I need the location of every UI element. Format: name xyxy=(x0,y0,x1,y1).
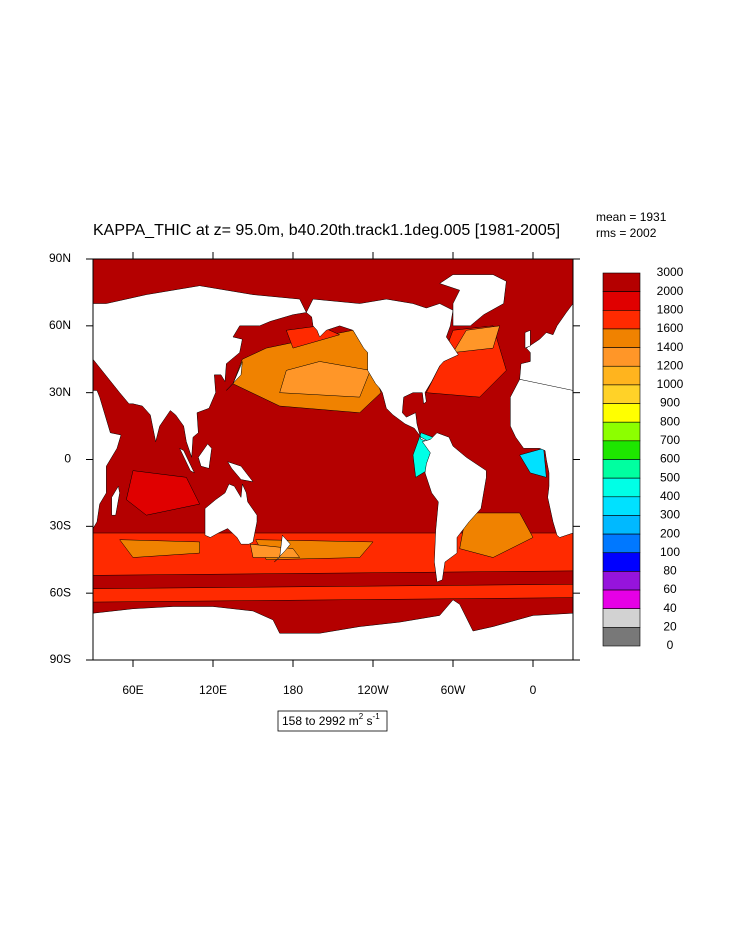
colorbar-label: 700 xyxy=(660,433,680,447)
lon-tick-label: 120E xyxy=(199,683,227,697)
land xyxy=(93,390,122,530)
land xyxy=(519,303,573,391)
lon-tick-label: 60E xyxy=(122,683,143,697)
units-sup: -1 xyxy=(373,712,381,721)
colorbar-label: 1600 xyxy=(657,321,684,335)
colorbar-box xyxy=(602,496,641,516)
colorbar-box xyxy=(602,384,641,404)
land xyxy=(227,461,254,483)
lon-tick-label: 180 xyxy=(283,683,303,697)
colorbar-box xyxy=(602,421,641,442)
field-region xyxy=(279,361,371,398)
colorbar-label: 1200 xyxy=(657,358,684,372)
units-label: 158 to 2992 m2 s-1 xyxy=(282,712,380,728)
field-region xyxy=(519,448,547,478)
lat-tick-label: 60S xyxy=(50,585,71,599)
lat-tick-label: 30N xyxy=(49,385,71,399)
colorbar-box xyxy=(602,608,641,628)
land xyxy=(93,599,573,660)
land xyxy=(198,443,212,469)
colorbar-label: 200 xyxy=(660,526,680,540)
land xyxy=(274,534,291,563)
colorbar-box xyxy=(602,552,641,572)
land xyxy=(306,298,459,442)
lat-tick-label: 90N xyxy=(49,251,71,265)
colorbar-box xyxy=(602,403,641,423)
field-region xyxy=(126,470,201,516)
colorbar-box xyxy=(602,347,641,367)
land xyxy=(439,274,507,327)
colorbar-label: 2000 xyxy=(657,284,684,298)
colorbar-label: 800 xyxy=(660,414,680,428)
colorbar-label: 1000 xyxy=(657,377,684,391)
colorbar-label: 1400 xyxy=(657,340,684,354)
units-text: s xyxy=(363,714,372,728)
colorbar-label: 1800 xyxy=(657,302,684,316)
lat-tick-label: 0 xyxy=(64,452,71,466)
colorbar-box xyxy=(602,477,641,498)
field-region xyxy=(250,543,301,558)
colorbar-label: 400 xyxy=(660,489,680,503)
colorbar-label: 60 xyxy=(663,582,677,596)
colorbar-box xyxy=(602,515,641,535)
colorbar-box xyxy=(602,328,641,348)
land xyxy=(111,485,120,516)
colorbar-label: 900 xyxy=(660,396,680,410)
lon-tick-label: 60W xyxy=(441,683,466,697)
colorbar-label: 300 xyxy=(660,508,680,522)
units-box xyxy=(277,710,388,732)
land xyxy=(179,447,195,474)
colorbar-box xyxy=(602,365,641,386)
land xyxy=(204,483,258,545)
colorbar-box xyxy=(602,272,641,292)
colorbar-label: 600 xyxy=(660,452,680,466)
map-area xyxy=(93,259,573,660)
lat-tick-label: 60N xyxy=(49,318,71,332)
land xyxy=(524,329,531,349)
field-region xyxy=(459,512,534,558)
field-region xyxy=(119,539,200,558)
colorbar-box xyxy=(602,459,641,479)
colorbar-box xyxy=(602,571,641,591)
colorbar-box xyxy=(602,440,641,460)
land xyxy=(93,285,307,458)
colorbar-box xyxy=(602,589,641,609)
land xyxy=(226,361,243,391)
colorbar-label: 20 xyxy=(663,620,677,634)
field-region xyxy=(93,584,573,603)
colorbar-label: 100 xyxy=(660,545,680,559)
lat-tick-label: 90S xyxy=(50,652,71,666)
title: KAPPA_THIC at z= 95.0m, b40.20th.track1.… xyxy=(93,222,560,239)
colorbar-box xyxy=(602,309,641,330)
land xyxy=(421,432,487,583)
colorbar-box xyxy=(602,291,641,311)
colorbar-label: 40 xyxy=(663,601,677,615)
units-sup: 2 xyxy=(359,712,364,721)
stat-mean: mean = 1931 xyxy=(596,210,667,224)
colorbar-box xyxy=(602,533,641,554)
lon-tick-label: 0 xyxy=(530,683,537,697)
colorbar-label: 500 xyxy=(660,470,680,484)
colorbar-label: 3000 xyxy=(657,265,684,279)
colorbar-box xyxy=(602,627,641,647)
stat-rms: rms = 2002 xyxy=(596,226,657,240)
lon-tick-label: 120W xyxy=(357,683,389,697)
field-region xyxy=(452,325,501,353)
units-text: 158 to 2992 m xyxy=(282,714,359,728)
colorbar-label: 80 xyxy=(663,564,677,578)
lat-tick-label: 30S xyxy=(50,519,71,533)
colorbar-label: 0 xyxy=(667,638,674,652)
